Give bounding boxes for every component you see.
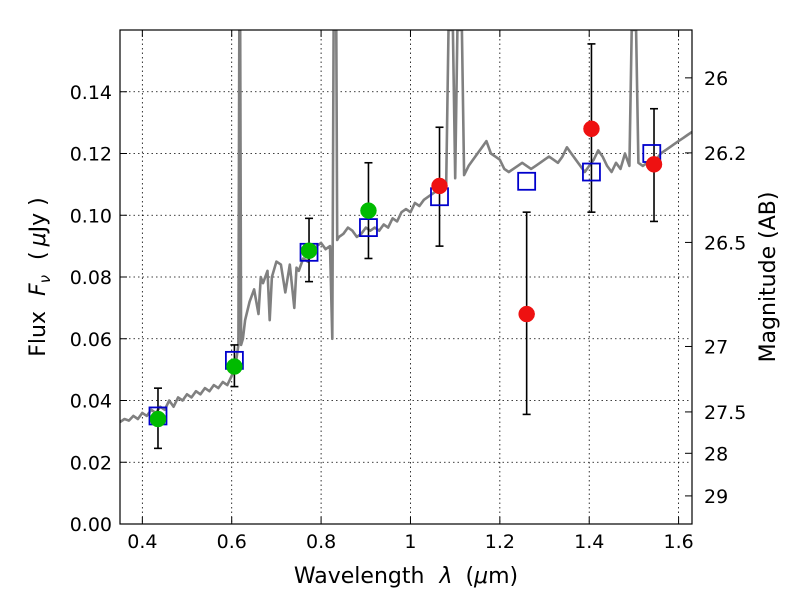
observed-flux-point: [645, 156, 663, 173]
observed-flux-point: [226, 358, 243, 375]
observed-flux-point: [583, 120, 600, 138]
observed-flux-point: [518, 305, 535, 323]
y2-tick-label: 29: [704, 486, 728, 508]
observed-flux-point: [360, 202, 377, 219]
grid-lines: [120, 30, 692, 525]
model-flux-square: [517, 171, 537, 191]
x-tick-label: 1.4: [574, 531, 604, 553]
observed-flux-point: [149, 410, 167, 428]
x-axis-label: Wavelength λ (μm): [294, 564, 518, 589]
y-axis-label: Flux Fν (μJy ): [26, 197, 56, 356]
y2-tick-label: 27: [704, 336, 728, 358]
observed-flux-point: [431, 177, 448, 195]
x-tick-label: 0.8: [306, 531, 336, 553]
model-spectrum: [120, 30, 692, 424]
y-tick-label: 0.04: [70, 391, 112, 413]
model-flux-square: [359, 218, 378, 238]
y-tick-label: 0.12: [70, 144, 112, 166]
y-tick-label: 0.14: [70, 82, 112, 104]
y-tick-label: 0.10: [70, 205, 112, 227]
y-tick-label: 0.02: [70, 452, 112, 474]
error-bars: [153, 43, 659, 450]
x-tick-label: 1.6: [663, 531, 693, 553]
y-tick-label: 0.00: [70, 514, 112, 536]
y2-tick-label: 27.5: [704, 402, 746, 424]
x-tick-label: 0.6: [217, 531, 247, 553]
model-spectrum-line: [120, 30, 692, 424]
data-markers: [148, 120, 663, 428]
y2-tick-label: 26: [704, 68, 728, 90]
axis-ticks: 0.4 0.6 0.8 1 1.2 1.4 1.6 0.00 0.02 0.04 0.06 0.08 0…: [70, 30, 746, 553]
y-tick-label: 0.06: [70, 329, 112, 351]
observed-flux-point: [300, 242, 318, 260]
x-tick-label: 1.2: [485, 531, 515, 553]
y2-tick-label: 28: [704, 443, 728, 465]
x-tick-label: 0.4: [127, 531, 157, 553]
y2-tick-label: 26.5: [704, 232, 746, 254]
model-flux-square: [582, 162, 601, 182]
y2-axis-label: Magnitude (AB): [756, 192, 781, 363]
y-tick-label: 0.08: [70, 267, 112, 289]
x-tick-label: 1: [404, 531, 416, 553]
y2-tick-label: 26.2: [704, 143, 746, 165]
